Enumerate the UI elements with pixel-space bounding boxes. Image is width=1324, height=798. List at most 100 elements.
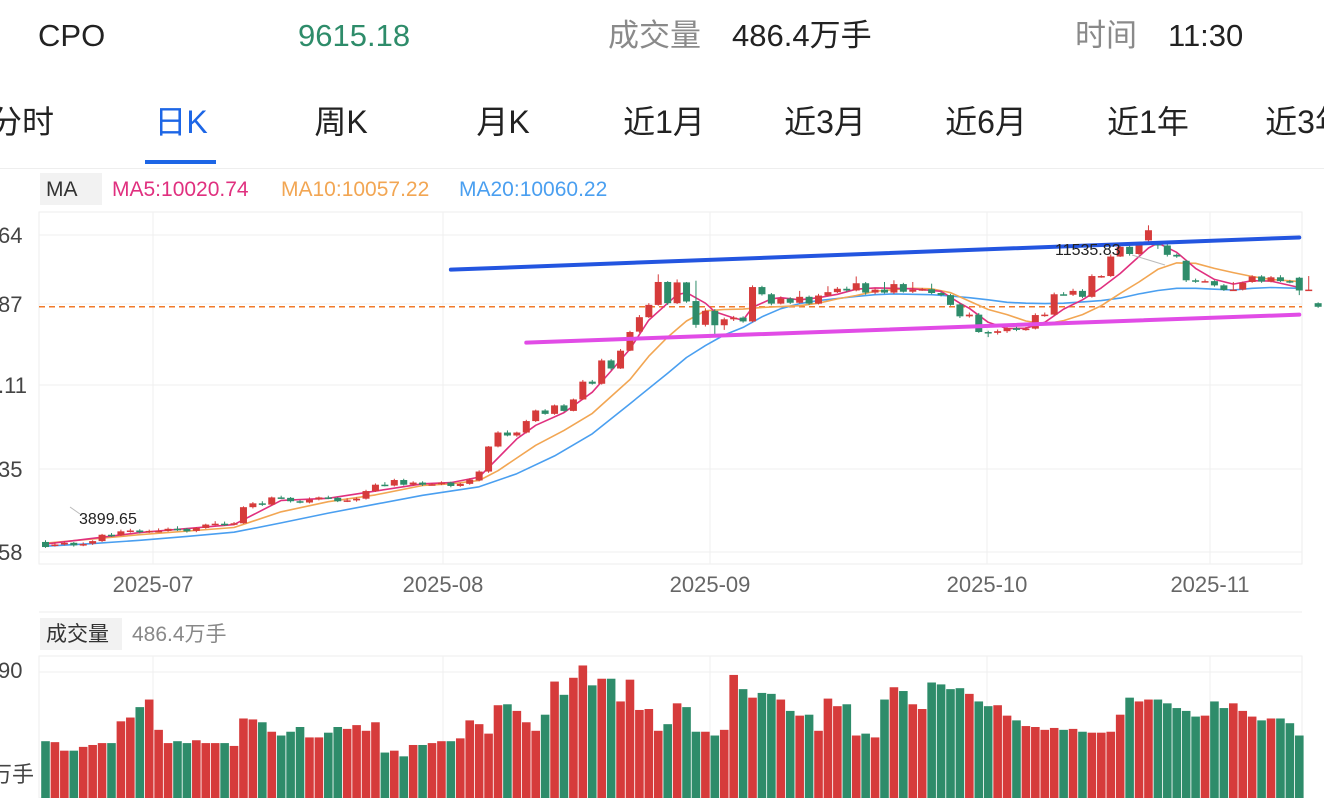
volume-bar (833, 706, 842, 798)
candle-body (749, 287, 757, 322)
tab-1-month[interactable]: 近1月 (623, 104, 705, 140)
candle (315, 496, 323, 501)
candle-body (315, 497, 323, 500)
volume-bar (97, 743, 107, 798)
candle-body (192, 527, 200, 531)
volume-bar (1247, 716, 1257, 798)
volume-bar (248, 719, 258, 798)
volume-bar (644, 709, 654, 798)
candle (343, 498, 351, 503)
candle-body (362, 491, 370, 499)
candle-body (51, 544, 59, 546)
candle-body (98, 534, 106, 542)
active-tab-indicator (145, 160, 216, 164)
candle-body (532, 410, 540, 422)
high-annotation: 11535.83 (1055, 242, 1121, 259)
candle-body (569, 399, 577, 411)
volume-bar (710, 735, 720, 798)
volume-bar (1238, 710, 1248, 798)
volume-bar (823, 698, 833, 798)
candle-body (796, 296, 804, 303)
candle-body (211, 523, 219, 526)
candle (1258, 275, 1266, 283)
volume-bar (1134, 701, 1144, 798)
candle-body (1050, 294, 1058, 315)
candle-body (324, 497, 332, 499)
candle (211, 521, 219, 526)
tab-6-months[interactable]: 近6月 (945, 104, 1027, 140)
candle-body (635, 317, 643, 332)
tab-3-years[interactable]: 近3年 (1265, 104, 1324, 140)
candle (1276, 275, 1284, 282)
candle (1173, 253, 1181, 258)
tab-monthly-k[interactable]: 月K (476, 104, 530, 140)
candle (579, 379, 587, 400)
candle-body (1210, 281, 1218, 286)
ma-legend-tag: MA (46, 178, 78, 201)
candle (277, 495, 285, 499)
candle (928, 283, 936, 295)
candle (249, 502, 257, 509)
candle-body (1041, 314, 1049, 317)
candle (485, 446, 493, 473)
volume-bar (1219, 708, 1229, 798)
volume-bar (41, 741, 50, 798)
volume-value: 486.4万手 (732, 18, 872, 53)
volume-bar (578, 665, 588, 798)
candle (239, 506, 247, 524)
volume-bar (965, 693, 974, 798)
tab-3-months[interactable]: 近3月 (784, 104, 866, 140)
candle-body (136, 530, 144, 533)
candle-body (522, 421, 530, 433)
candle (1305, 276, 1313, 292)
volume-bar (842, 704, 852, 798)
candle-body (296, 501, 304, 503)
volume-bar (192, 740, 201, 798)
volume-bar (135, 707, 145, 798)
volume-bar (1181, 710, 1191, 798)
candle (324, 495, 332, 500)
candle-body (117, 531, 125, 536)
volume-bar (899, 691, 908, 798)
candle (1201, 279, 1209, 283)
volume-bar (653, 730, 663, 798)
candle (890, 280, 898, 294)
candle-body (777, 298, 785, 304)
volume-bar (437, 741, 446, 798)
volume-bar (738, 689, 748, 798)
candle-body (89, 541, 97, 544)
tab-intraday[interactable]: 分时 (0, 104, 55, 140)
candle (532, 409, 540, 422)
candle-body (588, 381, 596, 384)
candle (1229, 281, 1237, 292)
tab-weekly-k[interactable]: 周K (314, 104, 368, 140)
volume-bar (672, 703, 682, 798)
volume-bar (559, 694, 569, 798)
candle-body (598, 360, 606, 384)
y-tick-label: 58 (0, 540, 22, 565)
tab-1-year[interactable]: 近1年 (1107, 104, 1189, 140)
volume-bar (1144, 699, 1153, 798)
tab-daily-k[interactable]: 日K (154, 104, 208, 140)
volume-bars (41, 665, 1304, 798)
candle (551, 404, 559, 415)
candle (956, 303, 964, 319)
volume-bar (550, 681, 559, 798)
candle-body (1248, 276, 1256, 282)
candle (183, 527, 191, 533)
candle-body (126, 530, 134, 532)
candle-body (560, 405, 568, 411)
volume-bar (776, 699, 786, 798)
volume-bar (1031, 727, 1040, 798)
candle (965, 312, 973, 318)
candle-body (1031, 315, 1039, 329)
candle-body (42, 541, 49, 548)
candle (126, 528, 134, 533)
volume-bar (1257, 720, 1266, 798)
candle (381, 482, 389, 487)
candle (1012, 326, 1020, 332)
candle (51, 542, 59, 547)
candle (60, 541, 68, 546)
candle-body (673, 282, 681, 304)
